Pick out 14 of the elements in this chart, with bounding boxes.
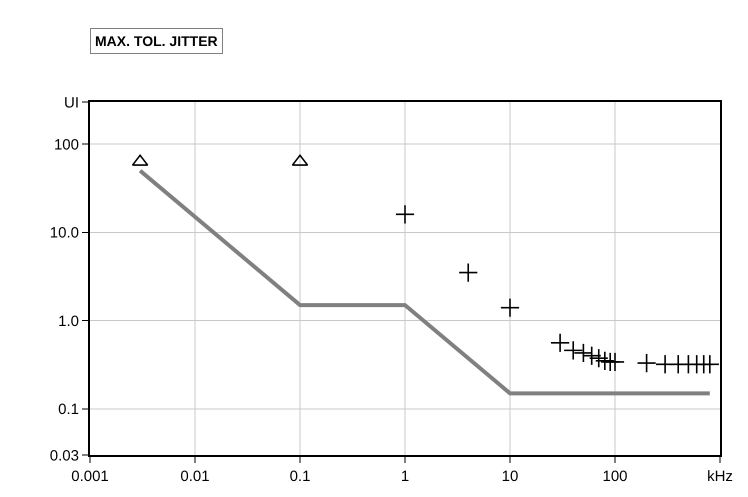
x-tick-label: 10 [502,468,518,485]
y-tick-label: 0.1 [58,401,79,418]
x-tick-label: 100 [602,468,628,485]
y-tick-label: 10.0 [50,224,79,242]
x-tick-label: 0.001 [71,468,109,485]
y-tick-label: 0.03 [50,447,79,464]
x-tick-label: 0.1 [290,468,310,485]
x-tick-label: 0.01 [180,468,210,485]
x-tick-label: kHz [707,468,733,485]
y-tick-label: 100 [54,136,79,154]
chart-title: MAX. TOL. JITTER [95,33,218,49]
x-tick-label: 1 [400,468,410,485]
y-tick-label: UI [64,94,79,112]
y-tick-label: 1.0 [58,312,79,330]
